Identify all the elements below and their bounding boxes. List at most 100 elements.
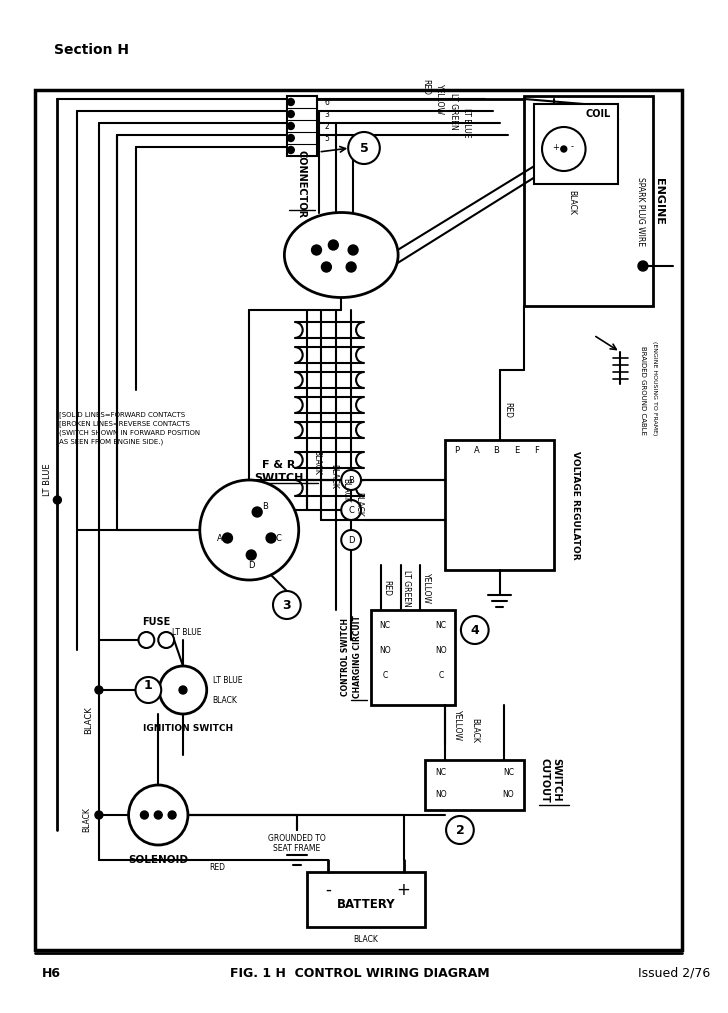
Bar	[35, 90, 682, 950]
Bar	[534, 104, 618, 184]
Text: VOLTAGE REGULATOR: VOLTAGE REGULATOR	[571, 451, 580, 559]
Text: BLACK: BLACK	[82, 807, 92, 833]
Circle shape	[135, 677, 161, 703]
Text: BLACK: BLACK	[355, 491, 363, 517]
Text: -: -	[570, 143, 573, 152]
Text: C: C	[438, 671, 444, 680]
Text: CUTOUT: CUTOUT	[539, 758, 549, 802]
Text: FIG. 1 H  CONTROL WIRING DIAGRAM: FIG. 1 H CONTROL WIRING DIAGRAM	[230, 966, 490, 980]
Text: BLACK: BLACK	[354, 935, 379, 943]
Circle shape	[446, 816, 474, 844]
Text: 3: 3	[325, 109, 329, 119]
Text: SOLENOID: SOLENOID	[128, 855, 189, 865]
Ellipse shape	[285, 213, 398, 298]
Circle shape	[168, 811, 176, 819]
Text: NO: NO	[379, 645, 391, 654]
Circle shape	[638, 261, 648, 271]
Circle shape	[348, 245, 358, 255]
Circle shape	[461, 616, 488, 644]
Circle shape	[252, 506, 262, 517]
Text: C: C	[276, 534, 282, 543]
Circle shape	[341, 470, 361, 490]
Text: IGNITION SWITCH: IGNITION SWITCH	[143, 723, 233, 732]
Text: F: F	[534, 446, 539, 455]
Text: RED: RED	[210, 862, 226, 871]
Circle shape	[158, 632, 174, 648]
Text: 2: 2	[325, 122, 329, 131]
Text: COIL: COIL	[586, 109, 611, 119]
Text: LT GREEN: LT GREEN	[448, 92, 457, 130]
Text: YELLOW: YELLOW	[453, 709, 462, 741]
Bar	[445, 440, 554, 570]
Text: [BROKEN LINES=REVERSE CONTACTS: [BROKEN LINES=REVERSE CONTACTS	[60, 420, 190, 427]
Text: BATTERY: BATTERY	[336, 898, 395, 911]
Circle shape	[322, 262, 331, 272]
Text: NC: NC	[435, 621, 447, 629]
Bar	[287, 96, 317, 156]
Circle shape	[328, 240, 339, 250]
Text: H6: H6	[41, 966, 60, 980]
Text: SWITCH: SWITCH	[551, 759, 561, 801]
Text: A: A	[217, 534, 223, 543]
Circle shape	[199, 480, 298, 580]
Circle shape	[288, 110, 294, 118]
Text: Issued 2/76: Issued 2/76	[638, 966, 711, 980]
Text: B: B	[262, 501, 268, 511]
Text: 1: 1	[144, 679, 153, 692]
Text: NO: NO	[435, 789, 447, 798]
Circle shape	[53, 496, 61, 504]
Bar	[524, 96, 653, 306]
Text: FUSE: FUSE	[142, 617, 170, 627]
Text: ENGINE: ENGINE	[654, 177, 664, 225]
Circle shape	[223, 533, 232, 543]
Circle shape	[288, 98, 294, 105]
Text: CONNECTOR: CONNECTOR	[297, 150, 306, 218]
Text: 2: 2	[456, 824, 464, 837]
Text: NO: NO	[502, 789, 514, 798]
Text: NO: NO	[435, 645, 447, 654]
Circle shape	[266, 533, 276, 543]
Text: BLACK: BLACK	[567, 189, 576, 215]
Text: YELLOW: YELLOW	[435, 83, 443, 114]
Circle shape	[341, 500, 361, 520]
Text: +: +	[397, 881, 411, 899]
Text: SWITCH: SWITCH	[254, 473, 304, 483]
Text: BRAIDED GROUND CABLE: BRAIDED GROUND CABLE	[640, 345, 646, 435]
Text: (ENGINE HOUSING TO FRAME): (ENGINE HOUSING TO FRAME)	[652, 340, 657, 436]
Circle shape	[288, 135, 294, 142]
Text: NC: NC	[503, 768, 514, 777]
Text: C: C	[348, 505, 354, 515]
Text: RED: RED	[382, 580, 391, 596]
Text: YELLOW: YELLOW	[422, 572, 431, 604]
Text: 5: 5	[325, 134, 329, 143]
Text: BLACK: BLACK	[312, 450, 321, 474]
Text: SPARK PLUG WIRE: SPARK PLUG WIRE	[636, 176, 646, 245]
Text: LT BLUE: LT BLUE	[172, 627, 202, 636]
Text: 4: 4	[470, 623, 479, 636]
Circle shape	[129, 785, 188, 845]
Circle shape	[159, 666, 207, 714]
Text: LT GREEN: LT GREEN	[402, 569, 411, 607]
Circle shape	[95, 686, 103, 694]
Text: BLACK: BLACK	[470, 717, 479, 743]
Text: BLACK: BLACK	[341, 477, 351, 502]
Circle shape	[561, 146, 567, 152]
Circle shape	[273, 591, 301, 619]
Text: CHARGING CIRCUIT: CHARGING CIRCUIT	[352, 616, 362, 698]
Circle shape	[141, 811, 149, 819]
Text: 6: 6	[325, 97, 329, 106]
Text: B: B	[348, 475, 354, 484]
Circle shape	[288, 147, 294, 154]
Circle shape	[341, 530, 361, 550]
Text: BLACK: BLACK	[329, 464, 338, 488]
Text: C: C	[382, 671, 387, 680]
Bar	[371, 610, 455, 705]
Text: RED: RED	[503, 402, 512, 418]
Circle shape	[312, 245, 322, 255]
Text: BLACK: BLACK	[84, 706, 93, 733]
Circle shape	[138, 632, 154, 648]
Circle shape	[246, 550, 256, 560]
Circle shape	[95, 811, 103, 819]
Text: GROUNDED TO: GROUNDED TO	[268, 834, 325, 843]
Text: F & R: F & R	[262, 460, 296, 470]
